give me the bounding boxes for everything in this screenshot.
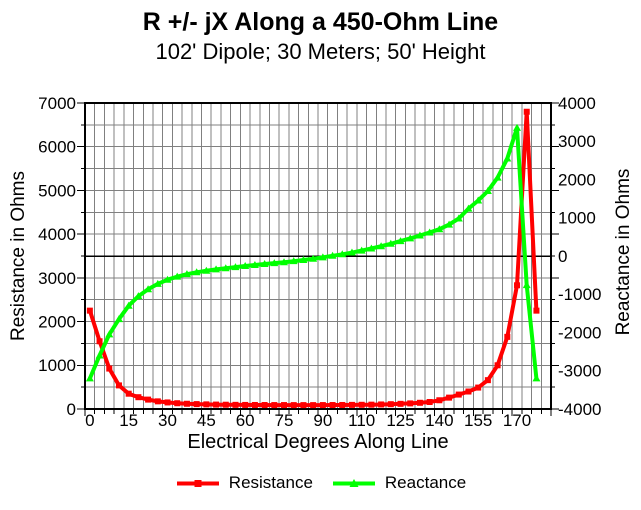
- right-tick-label: 3000: [558, 132, 596, 151]
- right-tick-label: 2000: [558, 170, 596, 189]
- axis-ticks: [77, 102, 559, 416]
- chart-subtitle: 102' Dipole; 30 Meters; 50' Height: [155, 39, 486, 64]
- x-tick-label: 75: [275, 411, 294, 430]
- x-tick-label: 30: [158, 411, 177, 430]
- x-tick-label: 110: [348, 411, 375, 430]
- left-axis-title: Resistance in Ohms: [8, 170, 29, 342]
- x-axis-title: Electrical Degrees Along Line: [187, 431, 449, 453]
- reactance-line-swatch: [332, 478, 375, 487]
- x-tick-label: 0: [85, 411, 94, 430]
- right-tick-label: -4000: [558, 400, 601, 419]
- x-tick-label: 15: [119, 411, 138, 430]
- reactance-series: [85, 123, 541, 382]
- right-tick-label: 4000: [558, 94, 596, 113]
- right-tick-label: -3000: [558, 362, 601, 381]
- right-tick-label: -1000: [558, 285, 601, 304]
- right-axis-title: Reactance in Ohms: [613, 168, 634, 336]
- left-tick-label: 3000: [38, 269, 76, 288]
- x-tick-label: 155: [464, 411, 492, 430]
- left-tick-label: 7000: [38, 94, 76, 113]
- reactance-line: [88, 125, 539, 380]
- legend-label-reactance: Reactance: [384, 473, 467, 492]
- left-tick-label: 6000: [38, 138, 76, 157]
- left-tick-label: 0: [67, 400, 76, 419]
- resistance-line-swatch: [176, 479, 219, 487]
- left-tick-label: 4000: [38, 225, 76, 244]
- left-tick-label: 5000: [38, 181, 76, 200]
- right-tick-label: -2000: [558, 323, 601, 342]
- x-tick-label: 60: [236, 411, 255, 430]
- x-tick-label: 140: [425, 411, 453, 430]
- x-tick-label: 170: [503, 411, 531, 430]
- legend-item-resistance: Resistance: [175, 473, 313, 493]
- x-tick-label: 45: [197, 411, 216, 430]
- legend-item-reactance: Reactance: [331, 473, 466, 493]
- legend-label-resistance: Resistance: [228, 473, 313, 492]
- x-tick-label: 125: [386, 411, 414, 430]
- left-tick-label: 2000: [38, 313, 76, 332]
- right-tick-label: 1000: [558, 209, 596, 228]
- legend: Resistance Reactance: [0, 470, 641, 496]
- x-tick-label: 90: [313, 411, 332, 430]
- left-tick-label: 1000: [38, 356, 76, 375]
- resistance-series: [86, 108, 540, 409]
- right-tick-label: 0: [558, 247, 567, 266]
- chart-title: R +/- jX Along a 450-Ohm Line: [142, 8, 499, 36]
